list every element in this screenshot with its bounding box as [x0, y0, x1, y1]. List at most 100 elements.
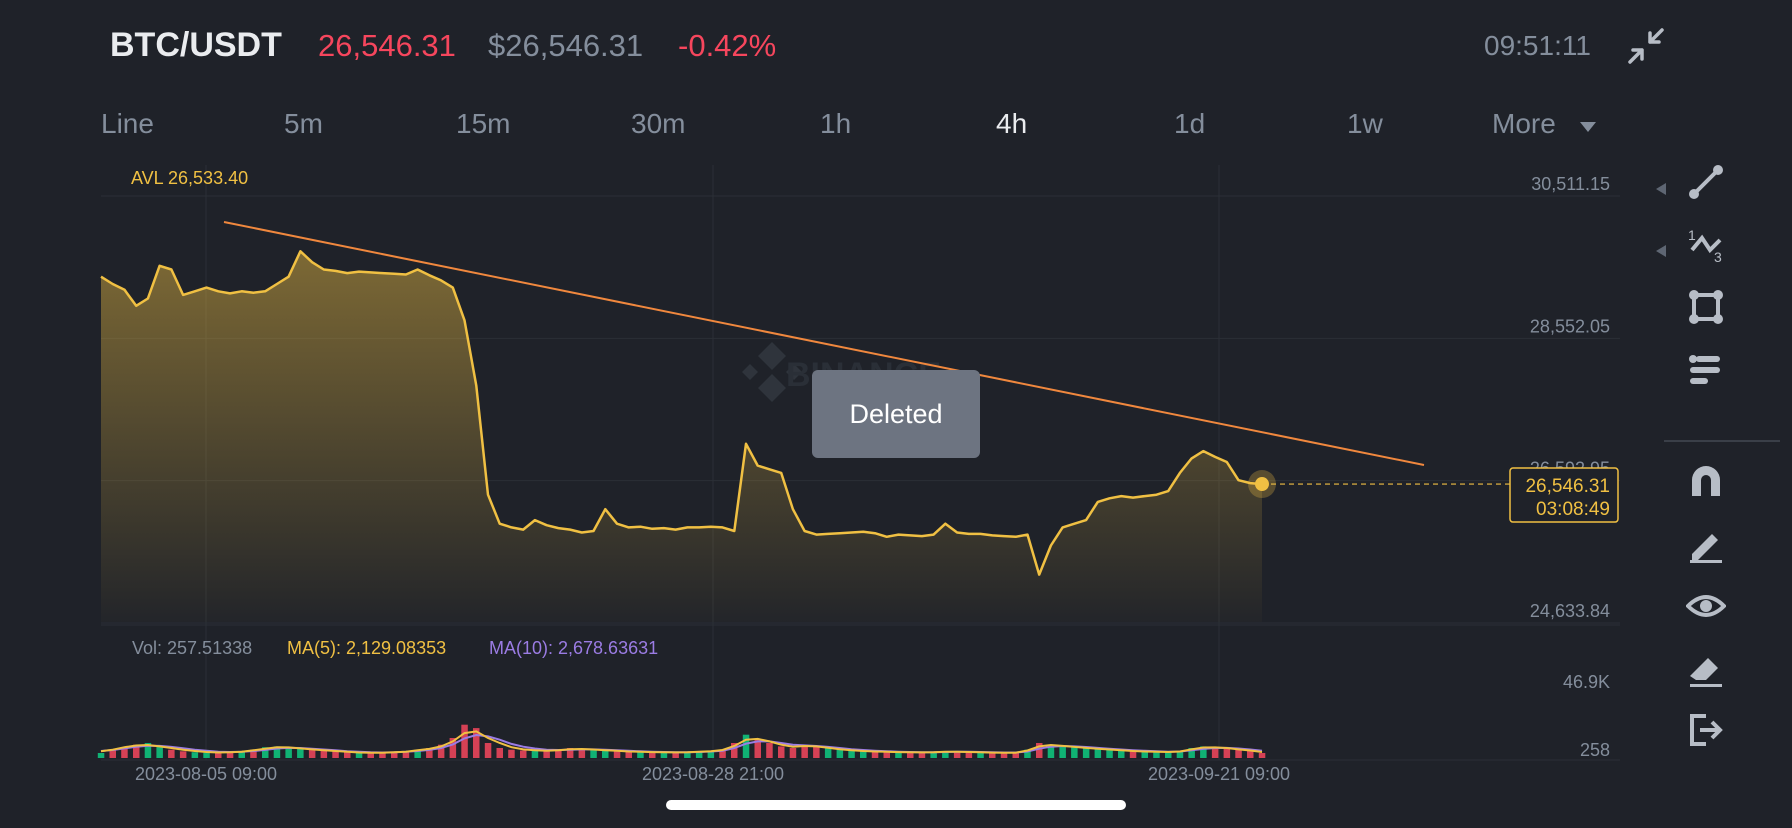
- exit-icon[interactable]: [1686, 710, 1726, 750]
- eye-icon[interactable]: [1686, 586, 1726, 626]
- volume-bar: [273, 746, 281, 758]
- price-chart[interactable]: BINANCE 30,511.1528,552.0526,592.9524,63…: [0, 160, 1640, 800]
- volume-bar: [355, 753, 363, 758]
- volume-bar: [367, 753, 374, 758]
- volume-bar: [226, 752, 234, 758]
- tab-1h[interactable]: 1h: [820, 108, 852, 139]
- volume-bar: [144, 743, 152, 758]
- tab-4h[interactable]: 4h: [996, 108, 1028, 139]
- price-line: [100, 250, 1263, 576]
- tab-line[interactable]: Line: [101, 108, 154, 139]
- volume-bar: [637, 752, 644, 758]
- pencil-icon[interactable]: [1686, 524, 1726, 564]
- volume-bar: [778, 746, 785, 758]
- volume-bar: [414, 749, 421, 758]
- interval-tabs: Line 5m 15m 30m 1h 4h 1d 1w More: [0, 108, 1620, 152]
- volume-bar: [308, 749, 316, 758]
- volume-bar: [907, 752, 914, 758]
- volume-bar: [262, 747, 269, 758]
- volume-bar: [860, 751, 867, 758]
- pair-title[interactable]: BTC/USDT: [110, 26, 282, 64]
- volume-bar: [742, 734, 750, 758]
- volume-bar: [473, 728, 480, 758]
- price-tick-label: 24,633.84: [1530, 601, 1610, 621]
- volume-bar: [625, 751, 632, 758]
- trendline-tool-icon[interactable]: [1686, 162, 1726, 202]
- volume-tick-label: 258: [1580, 740, 1610, 760]
- volume-bar: [824, 748, 832, 758]
- chevron-down-icon[interactable]: [1578, 120, 1598, 134]
- volume-bar: [977, 752, 984, 758]
- tab-1w[interactable]: 1w: [1347, 108, 1383, 139]
- text-align-tool-icon[interactable]: [1686, 350, 1726, 390]
- volume-bar: [1176, 751, 1184, 758]
- volume-bar: [1059, 746, 1066, 758]
- volume-bar: [613, 751, 621, 758]
- volume-bar: [461, 724, 468, 758]
- volume-bar: [1211, 747, 1219, 758]
- volume-bar: [1012, 752, 1019, 758]
- volume-bar: [1000, 753, 1008, 758]
- volume-bar: [555, 749, 562, 758]
- volume-bar: [215, 753, 222, 758]
- trendline-drawing[interactable]: [223, 221, 1425, 466]
- volume-bar: [379, 752, 386, 758]
- volume-bar: [520, 750, 527, 758]
- volume-bar: [590, 749, 597, 758]
- volume-bar: [789, 748, 797, 758]
- volume-bar: [238, 751, 245, 758]
- volume-bar: [1129, 751, 1137, 758]
- volume-bar: [508, 749, 515, 758]
- eraser-icon[interactable]: [1686, 648, 1726, 688]
- last-price-dot: [1255, 477, 1269, 492]
- fib-numbers-tool-icon[interactable]: 1 3: [1686, 224, 1726, 264]
- volume-legend: Vol: 257.51338 MA(5): 2,129.08353 MA(10)…: [132, 638, 658, 658]
- volume-bar: [649, 752, 656, 758]
- expand-arrow-icon[interactable]: [1654, 244, 1668, 258]
- volume-bar: [156, 746, 163, 758]
- volume-bar: [801, 744, 808, 758]
- volume-bar: [602, 750, 609, 758]
- time-tick-label: 2023-08-28 21:00: [642, 764, 784, 784]
- volume-bar: [250, 749, 257, 758]
- tab-5m[interactable]: 5m: [284, 108, 323, 139]
- volume-bar: [883, 752, 890, 758]
- volume-bar: [320, 750, 328, 758]
- volume-bar: [953, 751, 961, 758]
- collapse-icon[interactable]: [1628, 28, 1664, 64]
- volume-bar: [1071, 747, 1078, 758]
- volume-bar: [1082, 748, 1090, 758]
- price-area: [101, 251, 1262, 623]
- tab-more[interactable]: More: [1492, 108, 1556, 139]
- volume-bar: [1106, 749, 1113, 758]
- ticker-header: BTC/USDT 26,546.31 $26,546.31 -0.42% 09:…: [0, 0, 1792, 100]
- volume-bar: [484, 743, 492, 758]
- ma10-label: MA(10): 2,678.63631: [489, 638, 658, 658]
- volume-bar: [97, 753, 105, 758]
- rectangle-tool-icon[interactable]: [1686, 287, 1726, 327]
- volume-bar: [578, 748, 586, 758]
- volume-bar: [813, 746, 820, 758]
- magnet-icon[interactable]: [1686, 462, 1726, 502]
- volume-bar: [203, 752, 210, 758]
- tab-1d[interactable]: 1d: [1174, 108, 1206, 139]
- volume-bar: [895, 752, 902, 758]
- volume-bar: [1036, 743, 1043, 758]
- price-tick-label: 30,511.15: [1531, 174, 1610, 194]
- usd-price: $26,546.31: [488, 28, 644, 63]
- volume-bars: [97, 724, 1266, 758]
- price-change: -0.42%: [678, 28, 777, 63]
- volume-bar: [285, 748, 292, 758]
- volume-bar: [1165, 752, 1172, 758]
- expand-arrow-icon[interactable]: [1654, 182, 1668, 196]
- volume-bar: [930, 752, 937, 758]
- ma5-line: [100, 730, 1263, 754]
- volume-bar: [531, 751, 539, 758]
- tab-30m[interactable]: 30m: [631, 108, 686, 139]
- volume-bar: [707, 751, 715, 758]
- volume-bar: [766, 743, 773, 758]
- tab-15m[interactable]: 15m: [456, 108, 511, 139]
- volume-bar: [1024, 749, 1031, 758]
- volume-bar: [543, 751, 550, 758]
- home-indicator[interactable]: [666, 800, 1126, 810]
